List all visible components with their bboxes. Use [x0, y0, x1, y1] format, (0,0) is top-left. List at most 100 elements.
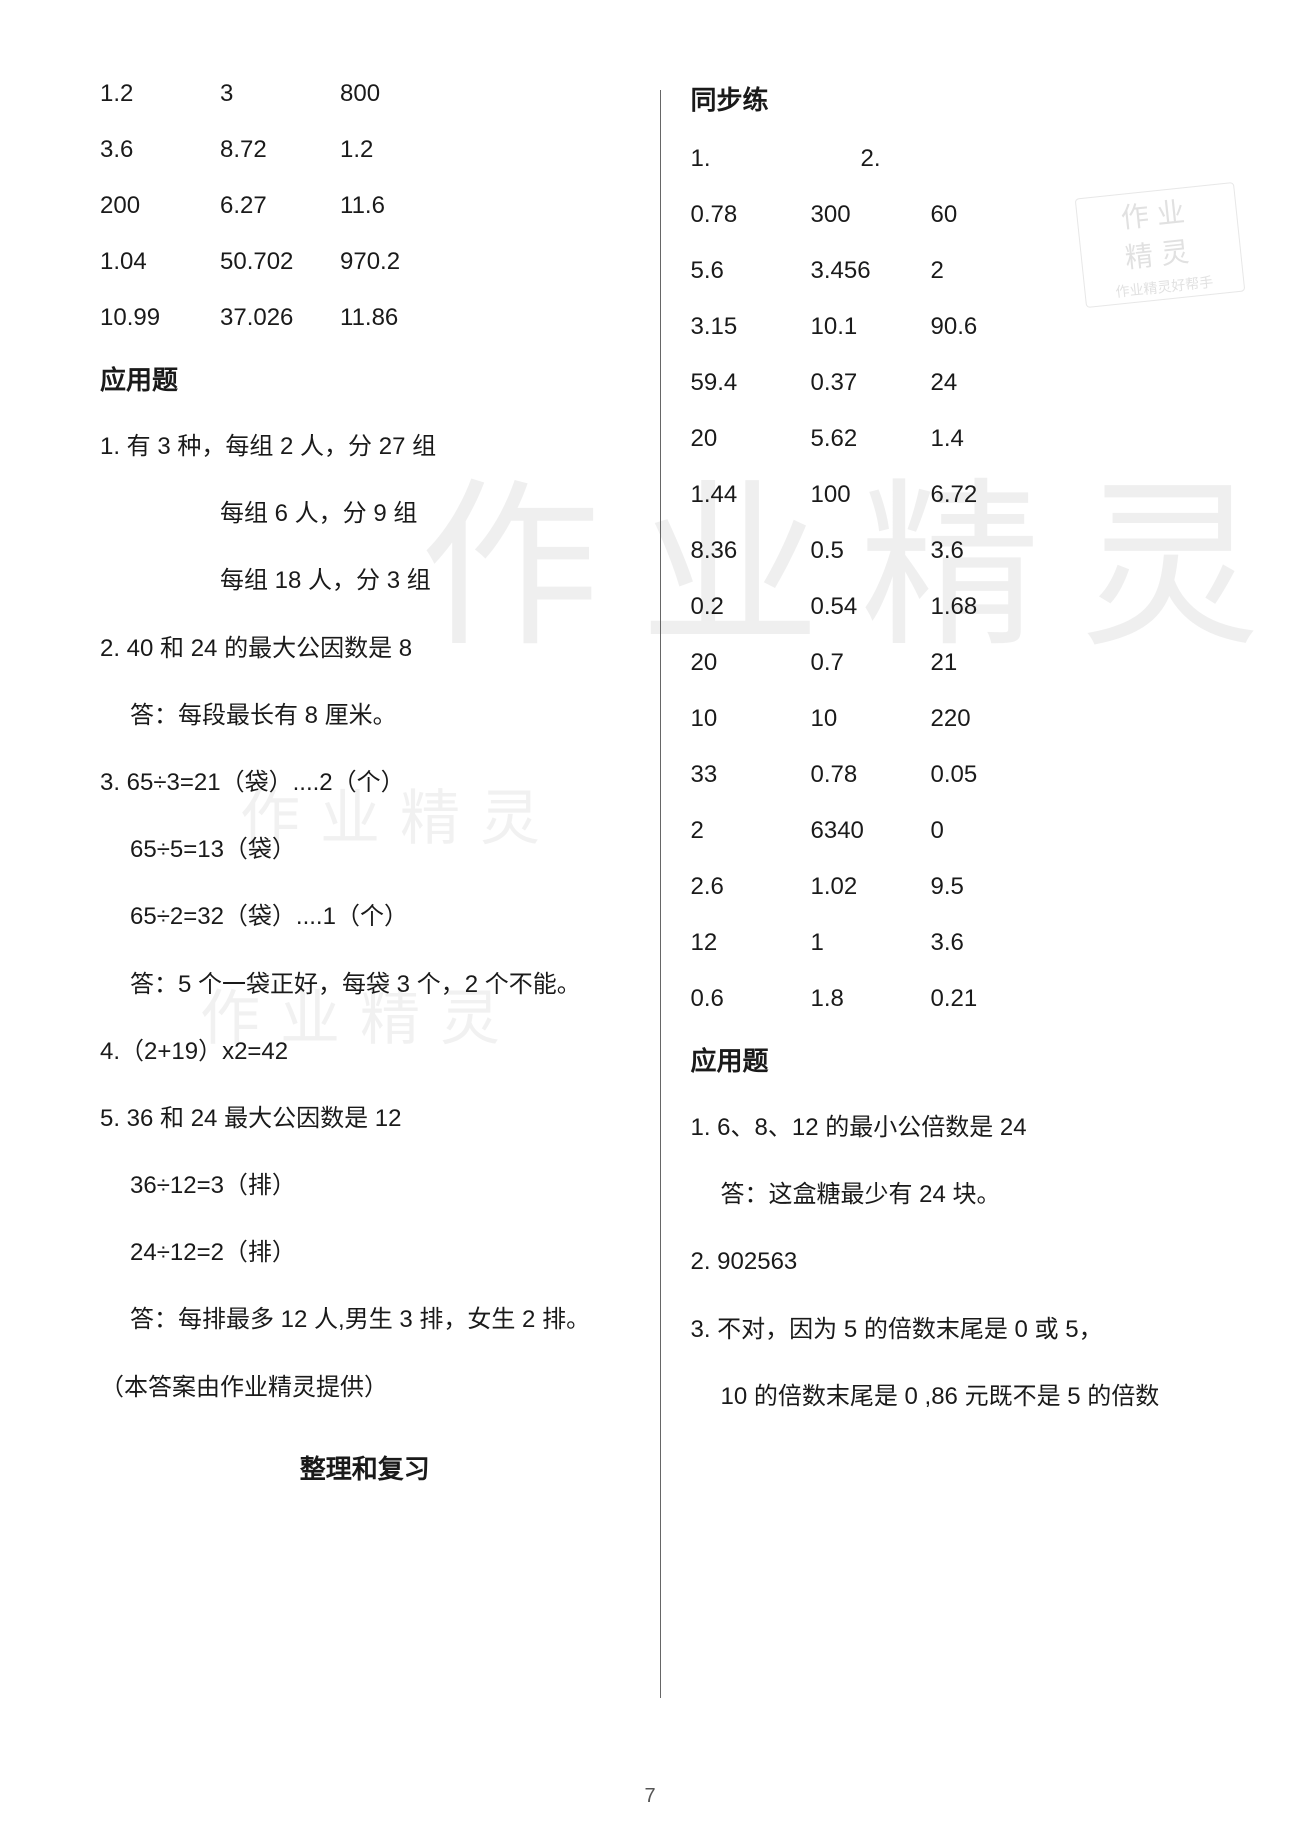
number-cell: 1.04	[100, 248, 220, 276]
number-row: 3.1510.190.6	[691, 313, 1221, 341]
number-cell: 1.4	[931, 425, 1051, 453]
number-cell: 10	[811, 705, 931, 733]
text-line: 每组 18 人，分 3 组	[100, 559, 630, 602]
number-row: 1.23800	[100, 80, 630, 108]
number-cell: 1.8	[811, 985, 931, 1013]
number-row: 0.20.541.68	[691, 593, 1221, 621]
text-line: 24÷12=2（排）	[100, 1231, 630, 1274]
number-cell: 1.44	[691, 481, 811, 509]
number-cell: 90.6	[931, 313, 1051, 341]
number-cell: 0.78	[691, 201, 811, 229]
text-line: 答：每排最多 12 人,男生 3 排，女生 2 排。	[100, 1298, 630, 1341]
page-number: 7	[644, 1785, 655, 1808]
number-row: 0.7830060	[691, 201, 1221, 229]
text-line: 1. 6、8、12 的最小公倍数是 24	[691, 1106, 1221, 1149]
number-cell: 2.6	[691, 873, 811, 901]
heading-sync-practice: 同步练	[691, 80, 1221, 117]
number-cell: 60	[931, 201, 1051, 229]
number-cell: 5.62	[811, 425, 931, 453]
number-row: 10.9937.02611.86	[100, 304, 630, 332]
number-cell: 100	[811, 481, 931, 509]
text-line: 答：这盒糖最少有 24 块。	[691, 1173, 1221, 1216]
number-cell: 800	[340, 80, 460, 108]
number-cell: 10.99	[100, 304, 220, 332]
number-cell: 200	[100, 192, 220, 220]
text-line: 10 的倍数末尾是 0 ,86 元既不是 5 的倍数	[691, 1375, 1221, 1418]
number-cell: 0.6	[691, 985, 811, 1013]
number-cell: 37.026	[220, 304, 340, 332]
number-cell: 11.86	[340, 304, 460, 332]
number-cell: 0	[931, 817, 1051, 845]
number-row: 263400	[691, 817, 1221, 845]
number-cell: 3.6	[931, 537, 1051, 565]
number-cell: 6.72	[931, 481, 1051, 509]
number-row: 59.40.3724	[691, 369, 1221, 397]
number-cell: 10.1	[811, 313, 931, 341]
number-cell: 2	[931, 257, 1051, 285]
text-line: 每组 6 人，分 9 组	[100, 492, 630, 535]
number-cell: 0.05	[931, 761, 1051, 789]
number-row: 2.61.029.5	[691, 873, 1221, 901]
text-line: 65÷5=13（袋）	[100, 828, 630, 871]
text-line: 36÷12=3（排）	[100, 1164, 630, 1207]
number-cell: 1.2	[340, 136, 460, 164]
text-line: 65÷2=32（袋）....1（个）	[100, 895, 630, 938]
question-number-row: 1. 2.	[691, 145, 1221, 173]
text-line: 2. 40 和 24 的最大公因数是 8	[100, 627, 630, 670]
number-cell: 0.21	[931, 985, 1051, 1013]
number-cell: 970.2	[340, 248, 460, 276]
number-row: 205.621.4	[691, 425, 1221, 453]
number-cell: 20	[691, 425, 811, 453]
text-line: 1. 有 3 种，每组 2 人，分 27 组	[100, 425, 630, 468]
number-row: 1213.6	[691, 929, 1221, 957]
number-cell: 0.5	[811, 537, 931, 565]
number-cell: 59.4	[691, 369, 811, 397]
number-cell: 2	[691, 817, 811, 845]
number-cell: 0.37	[811, 369, 931, 397]
number-cell: 0.54	[811, 593, 931, 621]
number-row: 2006.2711.6	[100, 192, 630, 220]
text-line: 3. 65÷3=21（袋）....2（个）	[100, 761, 630, 804]
number-cell: 0.78	[811, 761, 931, 789]
number-cell: 12	[691, 929, 811, 957]
text-line: 2. 902563	[691, 1240, 1221, 1283]
number-cell: 1	[811, 929, 931, 957]
number-cell: 50.702	[220, 248, 340, 276]
number-cell: 1.68	[931, 593, 1051, 621]
number-row: 8.360.53.6	[691, 537, 1221, 565]
number-cell: 3.6	[100, 136, 220, 164]
number-cell: 11.6	[340, 192, 460, 220]
number-cell: 1.02	[811, 873, 931, 901]
number-cell: 9.5	[931, 873, 1051, 901]
q-number-2: 2.	[861, 145, 881, 173]
q-number-1: 1.	[691, 145, 861, 173]
text-line: 答：5 个一袋正好，每袋 3 个，2 个不能。	[100, 963, 630, 1006]
number-row: 200.721	[691, 649, 1221, 677]
number-cell: 6.27	[220, 192, 340, 220]
right-column: 同步练 1. 2. 0.78300605.63.45623.1510.190.6…	[661, 80, 1241, 1798]
number-cell: 5.6	[691, 257, 811, 285]
number-row: 1.0450.702970.2	[100, 248, 630, 276]
heading-review: 整理和复习	[100, 1449, 630, 1486]
number-cell: 6340	[811, 817, 931, 845]
number-cell: 3.456	[811, 257, 931, 285]
number-cell: 8.72	[220, 136, 340, 164]
number-cell: 3	[220, 80, 340, 108]
number-cell: 220	[931, 705, 1051, 733]
number-cell: 33	[691, 761, 811, 789]
number-cell: 8.36	[691, 537, 811, 565]
number-cell: 3.6	[931, 929, 1051, 957]
text-line: 4.（2+19）x2=42	[100, 1030, 630, 1073]
number-cell: 0.7	[811, 649, 931, 677]
page-container: 1.238003.68.721.22006.2711.61.0450.70297…	[0, 0, 1300, 1838]
left-column: 1.23800 3.68.721.2 2006.2711.6 1.0450.70297…	[80, 80, 660, 1798]
text-line: 5. 36 和 24 最大公因数是 12	[100, 1097, 630, 1140]
number-row: 5.63.4562	[691, 257, 1221, 285]
text-line: （本答案由作业精灵提供）	[100, 1366, 630, 1409]
number-cell: 20	[691, 649, 811, 677]
number-row: 1010220	[691, 705, 1221, 733]
number-row: 3.68.721.2	[100, 136, 630, 164]
number-cell: 0.2	[691, 593, 811, 621]
number-row: 1.441006.72	[691, 481, 1221, 509]
number-cell: 3.15	[691, 313, 811, 341]
